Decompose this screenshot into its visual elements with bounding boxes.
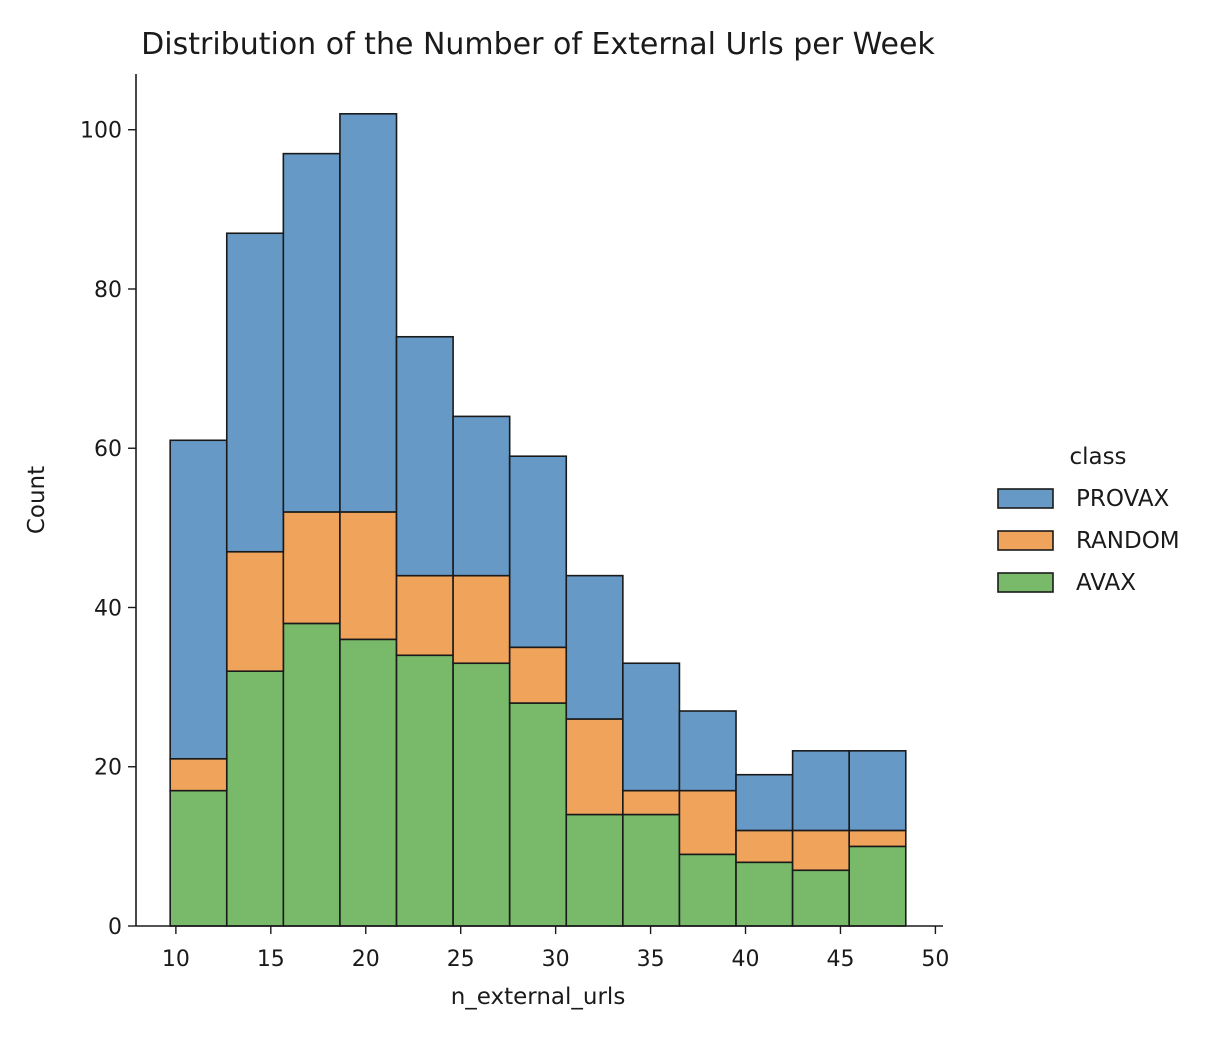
bar-avax-11 [791, 869, 850, 927]
y-tick-label-100: 100 [80, 119, 122, 144]
legend-swatch-random [997, 530, 1054, 551]
x-tick-label-50: 50 [921, 947, 949, 972]
bar-provax-9 [678, 710, 737, 792]
bar-random-0 [169, 757, 228, 792]
bar-random-2 [282, 511, 341, 625]
bar-provax-8 [622, 662, 681, 792]
x-tick-label-10: 10 [162, 947, 190, 972]
bar-provax-7 [565, 574, 624, 720]
x-axis-label: n_external_urls [451, 984, 626, 1010]
bar-provax-6 [508, 455, 568, 649]
bars-group [169, 113, 907, 927]
bar-random-3 [339, 511, 398, 641]
legend-label-avax: AVAX [1076, 570, 1136, 596]
bar-avax-10 [735, 861, 794, 927]
x-tick-label-15: 15 [257, 947, 285, 972]
bar-random-12 [848, 829, 907, 848]
legend-title: class [1069, 444, 1126, 470]
bar-avax-1 [225, 670, 285, 927]
legend-swatch-provax [997, 488, 1054, 509]
x-tick-label-20: 20 [352, 947, 380, 972]
bar-avax-9 [678, 853, 737, 927]
x-tick-label-25: 25 [447, 947, 475, 972]
bar-provax-5 [452, 415, 511, 577]
bar-random-6 [508, 646, 568, 704]
bar-provax-1 [225, 232, 285, 553]
legend: class PROVAX RANDOM AVAX [997, 444, 1180, 596]
bar-avax-7 [565, 813, 624, 927]
bar-avax-8 [622, 813, 681, 927]
bar-avax-0 [169, 789, 228, 927]
bar-random-8 [622, 789, 681, 816]
bar-avax-5 [452, 662, 511, 927]
x-tick-label-45: 45 [826, 947, 854, 972]
bar-provax-10 [735, 773, 794, 832]
bar-avax-2 [282, 622, 341, 927]
legend-label-random: RANDOM [1076, 528, 1180, 554]
bar-provax-3 [339, 113, 398, 513]
legend-label-provax: PROVAX [1076, 486, 1170, 512]
y-tick-label-60: 60 [94, 437, 122, 462]
bar-random-1 [225, 550, 285, 673]
bar-avax-12 [848, 845, 907, 927]
y-axis-label: Count [24, 466, 50, 534]
bar-avax-6 [508, 702, 568, 927]
x-ticks-group: 10 15 20 25 30 35 40 45 50 [162, 926, 949, 972]
y-ticks-group: 0 20 40 60 80 100 [80, 119, 136, 940]
bar-random-4 [395, 574, 454, 657]
x-tick-label-30: 30 [542, 947, 570, 972]
y-tick-label-0: 0 [108, 915, 122, 940]
bar-random-5 [452, 574, 511, 665]
bar-provax-0 [169, 439, 228, 760]
bar-random-9 [678, 789, 737, 856]
y-tick-label-40: 40 [94, 596, 122, 621]
bar-provax-11 [791, 750, 850, 832]
bar-random-11 [791, 829, 850, 872]
bar-avax-4 [395, 654, 454, 927]
bar-provax-2 [282, 152, 341, 513]
x-tick-label-40: 40 [732, 947, 760, 972]
bar-avax-3 [339, 638, 398, 927]
y-tick-label-80: 80 [94, 278, 122, 303]
legend-swatch-avax [997, 572, 1054, 593]
y-tick-label-20: 20 [94, 756, 122, 781]
bar-provax-12 [848, 750, 907, 832]
chart-title: Distribution of the Number of External U… [141, 27, 935, 62]
x-tick-label-35: 35 [637, 947, 665, 972]
bar-random-10 [735, 829, 794, 864]
bar-provax-4 [395, 335, 454, 577]
bar-random-7 [565, 718, 624, 816]
